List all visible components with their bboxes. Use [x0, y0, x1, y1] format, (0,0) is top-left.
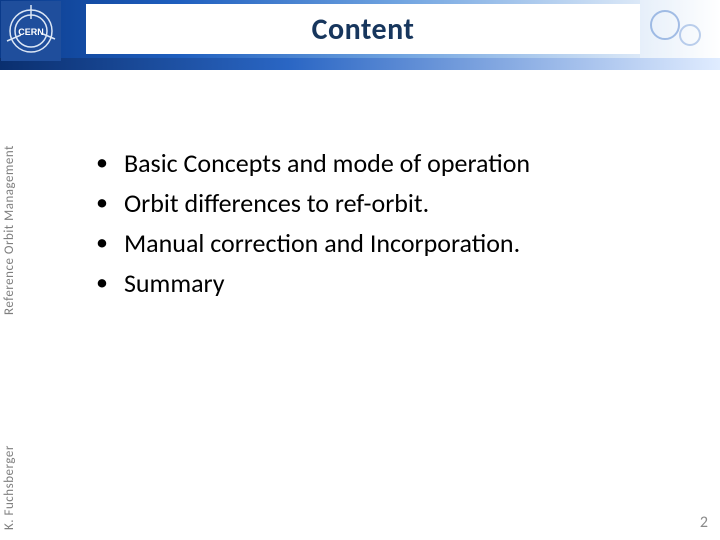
- list-item: • Manual correction and Incorporation.: [96, 225, 656, 261]
- bullet-text: Basic Concepts and mode of operation: [124, 145, 530, 181]
- bullet-icon: •: [96, 185, 108, 221]
- slide: CERN Content Reference Orbit Management …: [0, 0, 720, 540]
- bullet-list: • Basic Concepts and mode of operation •…: [96, 145, 656, 301]
- content-area: • Basic Concepts and mode of operation •…: [96, 145, 656, 305]
- header-band: CERN Content: [0, 0, 720, 70]
- bullet-icon: •: [96, 225, 108, 261]
- title-box: Content: [86, 4, 640, 54]
- list-item: • Summary: [96, 265, 656, 301]
- slide-title: Content: [312, 11, 415, 48]
- list-item: • Orbit differences to ref-orbit.: [96, 185, 656, 221]
- bullet-icon: •: [96, 265, 108, 301]
- cern-logo: CERN: [0, 0, 62, 62]
- bullet-text: Manual correction and Incorporation.: [124, 225, 520, 261]
- svg-text:CERN: CERN: [18, 27, 44, 37]
- bullet-text: Orbit differences to ref-orbit.: [124, 185, 429, 221]
- page-number: 2: [700, 513, 708, 532]
- sidebar-topic-label: Reference Orbit Management: [2, 145, 17, 315]
- bullet-text: Summary: [124, 265, 225, 301]
- list-item: • Basic Concepts and mode of operation: [96, 145, 656, 181]
- sidebar-author-label: K. Fuchsberger: [2, 445, 17, 530]
- bullet-icon: •: [96, 145, 108, 181]
